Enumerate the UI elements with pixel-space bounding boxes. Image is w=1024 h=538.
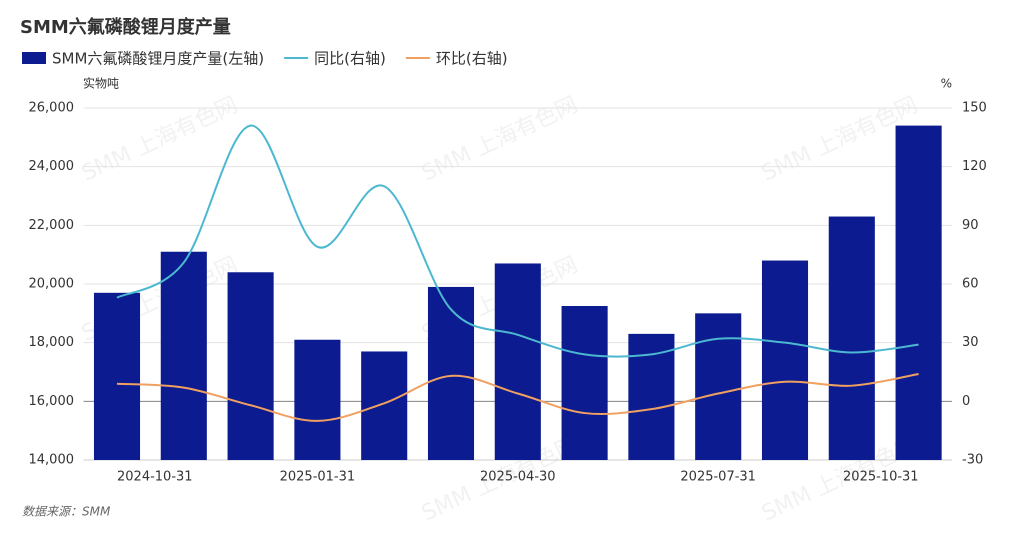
x-tick-label: 2024-10-31 xyxy=(117,470,193,485)
y-tick-label: 24,000 xyxy=(29,159,75,174)
legend-swatch xyxy=(22,52,46,64)
x-tick-label: 2025-10-31 xyxy=(843,470,919,485)
y-tick-label: 20,000 xyxy=(29,277,75,292)
chart-title: SMM六氟磷酸锂月度产量 xyxy=(20,16,231,38)
y-tick-label: 22,000 xyxy=(29,218,75,233)
legend-label: 环比(右轴) xyxy=(436,50,508,68)
y2-tick-label: 30 xyxy=(962,335,979,350)
line-series xyxy=(116,124,919,358)
y2-tick-label: 120 xyxy=(962,159,987,174)
y-tick-label: 26,000 xyxy=(29,101,75,116)
y2-tick-label: 60 xyxy=(962,277,979,292)
y2-tick-label: -30 xyxy=(962,453,983,468)
y-tick-label: 16,000 xyxy=(29,394,75,409)
legend-label: SMM六氟磷酸锂月度产量(左轴) xyxy=(52,50,264,68)
bar xyxy=(761,260,809,460)
bar xyxy=(828,216,875,460)
y2-axis-label: % xyxy=(941,77,952,91)
y-axis-label: 实物吨 xyxy=(83,76,119,91)
bar xyxy=(361,351,408,460)
bar xyxy=(895,125,942,460)
x-tick-label: 2025-04-30 xyxy=(480,470,556,485)
legend-label: 同比(右轴) xyxy=(314,50,386,68)
x-tick-label: 2025-01-31 xyxy=(280,470,356,485)
legend: SMM六氟磷酸锂月度产量(左轴) 同比(右轴) 环比(右轴) xyxy=(22,50,508,68)
watermark: SMM 上海有色网 xyxy=(78,93,242,187)
y2-tick-label: 90 xyxy=(962,218,979,233)
y-tick-label: 18,000 xyxy=(29,335,75,350)
bar xyxy=(695,313,742,460)
bar xyxy=(227,272,274,460)
watermark: SMM 上海有色网 xyxy=(418,93,582,187)
line-series xyxy=(116,372,919,422)
bar xyxy=(561,306,608,460)
bar xyxy=(294,339,341,460)
source-note: 数据来源：SMM xyxy=(22,505,111,519)
bar xyxy=(160,251,207,460)
bar xyxy=(494,263,541,460)
bar xyxy=(628,333,675,460)
bar xyxy=(93,292,141,460)
y2-tick-label: 150 xyxy=(962,101,987,116)
y-tick-label: 14,000 xyxy=(29,453,75,468)
bar xyxy=(427,286,475,460)
y2-tick-label: 0 xyxy=(962,394,970,409)
x-tick-label: 2025-07-31 xyxy=(680,470,756,485)
